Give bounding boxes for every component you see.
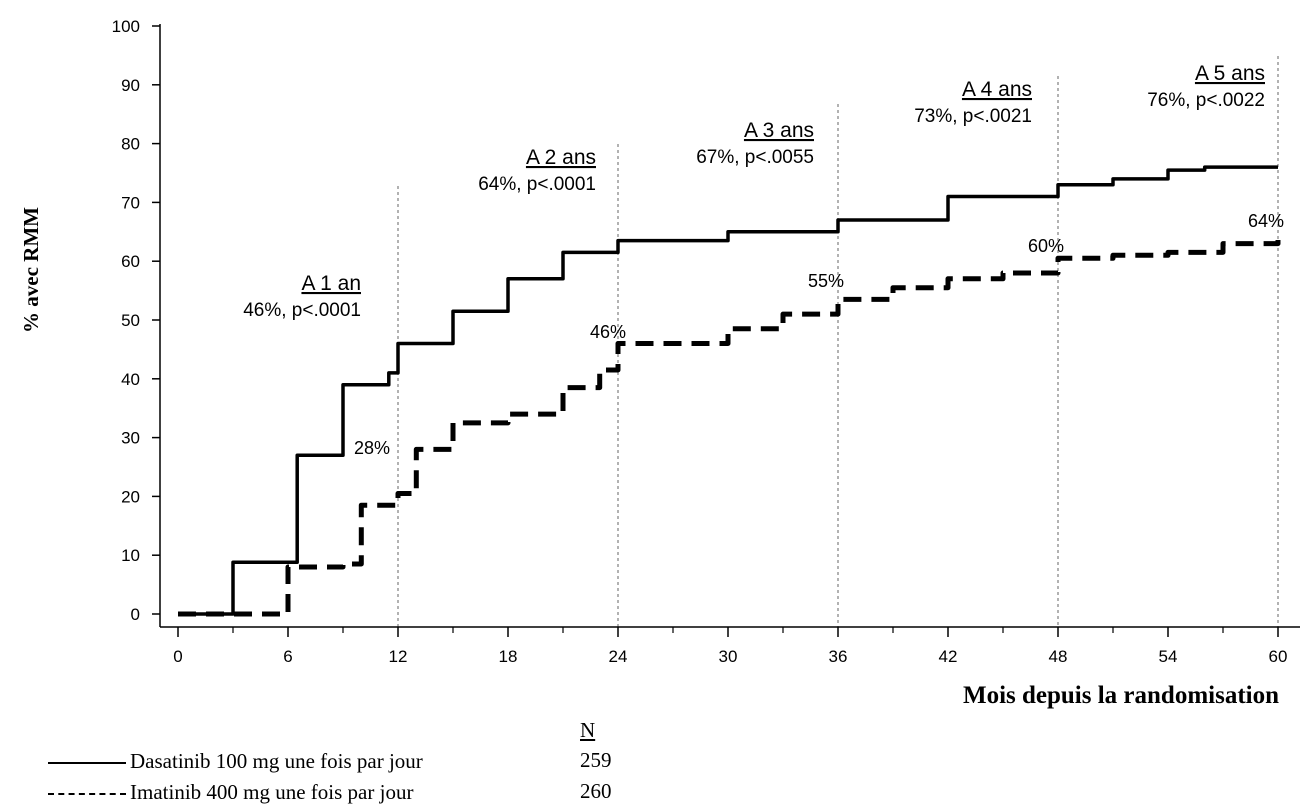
x-tick-label: 54 [1159, 647, 1178, 666]
imatinib-percent-label: 55% [808, 271, 844, 291]
y-tick-label: 0 [131, 605, 140, 624]
dasatinib-series-line [178, 165, 1278, 616]
imatinib-percent-label: 28% [354, 438, 390, 458]
annotation-title: A 4 ans [962, 78, 1032, 101]
legend-label-dasatinib: Dasatinib 100 mg une fois par jour [130, 749, 423, 773]
annotation-title: A 3 ans [744, 119, 814, 142]
axes [159, 24, 1300, 628]
annotations: A 1 an 46%, p<.0001 28% A 2 ans 64%, p<.0001… [243, 62, 1284, 458]
x-tick-label: 18 [499, 647, 518, 666]
reference-lines [397, 56, 1279, 627]
y-tick-label: 80 [121, 135, 140, 154]
x-tick-label: 30 [719, 647, 738, 666]
annotation-stat: 73%, p<.0021 [914, 106, 1032, 127]
y-tick-label: 40 [121, 370, 140, 389]
x-tick-label: 42 [939, 647, 958, 666]
legend-entry-dasatinib: Dasatinib 100 mg une fois par jour [48, 748, 423, 774]
series-lines [178, 165, 1281, 617]
x-tick-label: 24 [609, 647, 628, 666]
legend-label-imatinib: Imatinib 400 mg une fois par jour [130, 780, 414, 804]
annotation-stat: 76%, p<.0022 [1147, 90, 1265, 111]
y-axis-title: % avec RMM [19, 207, 43, 333]
x-tick-label: 36 [829, 647, 848, 666]
x-ticks: 0 6 12 18 24 30 36 42 48 54 60 [173, 627, 1287, 666]
annotation-stat: 46%, p<.0001 [243, 300, 361, 321]
y-tick-label: 30 [121, 429, 140, 448]
annotation-stat: 67%, p<.0055 [696, 147, 814, 168]
legend-entry-imatinib: Imatinib 400 mg une fois par jour [48, 779, 413, 805]
annotation-title: A 2 ans [526, 146, 596, 169]
y-tick-label: 90 [121, 76, 140, 95]
annotation-title: A 5 ans [1195, 62, 1265, 85]
imatinib-percent-label: 60% [1028, 236, 1064, 256]
imatinib-series-line [178, 237, 1281, 617]
x-tick-label: 12 [389, 647, 408, 666]
y-tick-label: 10 [121, 546, 140, 565]
imatinib-percent-label: 64% [1248, 211, 1284, 231]
legend-n-imatinib: 260 [580, 779, 612, 803]
y-tick-label: 100 [112, 17, 140, 36]
legend-dashed-line-swatch [48, 793, 126, 796]
x-tick-label: 60 [1269, 647, 1288, 666]
y-tick-label: 20 [121, 487, 140, 506]
legend-n-dasatinib: 259 [580, 748, 612, 772]
imatinib-percent-label: 46% [590, 322, 626, 342]
y-tick-label: 50 [121, 311, 140, 330]
x-tick-label: 0 [173, 647, 182, 666]
y-ticks: 0 10 20 30 40 50 60 70 80 90 100 [112, 17, 160, 624]
y-tick-label: 60 [121, 252, 140, 271]
legend-n-header: N [580, 718, 596, 742]
annotation-title: A 1 an [301, 272, 361, 295]
annotation-stat: 64%, p<.0001 [478, 174, 596, 195]
legend-solid-line-swatch [48, 762, 126, 765]
x-tick-label: 48 [1049, 647, 1068, 666]
y-tick-label: 70 [121, 193, 140, 212]
x-axis-title: Mois depuis la randomisation [963, 682, 1279, 709]
x-tick-label: 6 [283, 647, 292, 666]
